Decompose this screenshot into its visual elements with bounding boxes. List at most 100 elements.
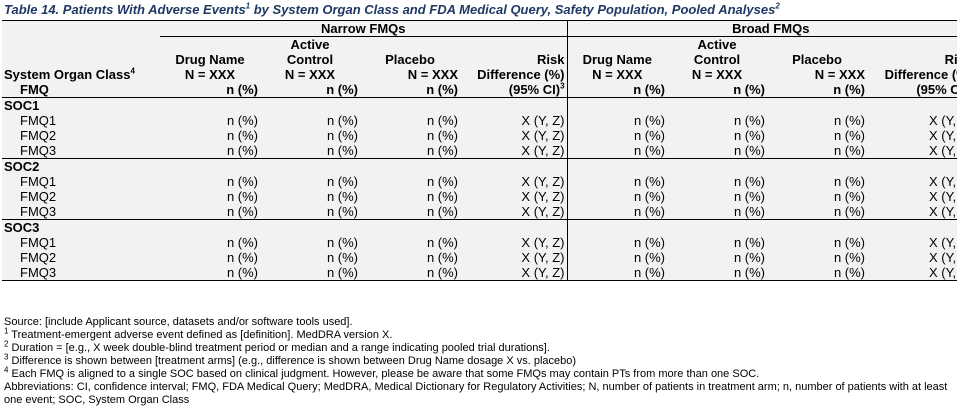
count-cell: n (%) <box>360 128 460 143</box>
soc-column-header: System Organ Class4 <box>2 67 160 82</box>
group-header-row: Narrow FMQs Broad FMQs <box>2 20 957 37</box>
fmq-label: FMQ1 <box>2 174 160 189</box>
soc-label: SOC3 <box>2 219 160 235</box>
fmq-column-header: FMQ <box>2 82 160 98</box>
fmq-label: FMQ1 <box>2 235 160 250</box>
count-cell: n (%) <box>667 143 768 159</box>
count-cell: n (%) <box>767 128 868 143</box>
count-cell: n (%) <box>566 174 668 189</box>
count-cell: n (%) <box>260 235 360 250</box>
count-cell: n (%) <box>566 204 668 220</box>
header-row-4: FMQ n (%) n (%) n (%) (95% CI)3 n (%) n … <box>2 82 957 98</box>
table-row: FMQ2 n (%) n (%) n (%) X (Y, Z) n (%) n (%) n (… <box>2 189 957 204</box>
fmq-label: FMQ2 <box>2 128 160 143</box>
count-cell: n (%) <box>160 235 260 250</box>
empty-cell <box>867 219 957 235</box>
n-header: N = XXX <box>566 67 668 82</box>
empty-cell <box>460 158 568 174</box>
empty-cell <box>767 219 868 235</box>
table-title: Table 14. Patients With Adverse Events1 … <box>4 1 780 17</box>
count-cell: n (%) <box>260 204 360 220</box>
n-header: N = XXX <box>360 67 460 82</box>
empty-cell <box>160 158 260 174</box>
empty-cell <box>160 219 260 235</box>
count-cell: n (%) <box>566 189 668 204</box>
table-row: FMQ1 n (%) n (%) n (%) X (Y, Z) n (%) n (%) n (… <box>2 113 957 128</box>
empty-cell <box>260 97 360 113</box>
table-row: FMQ1 n (%) n (%) n (%) X (Y, Z) n (%) n (%) n (… <box>2 235 957 250</box>
soc-label: SOC1 <box>2 97 160 113</box>
n-header: N = XXX <box>260 67 360 82</box>
risk-difference-cell: X (Y, Z) <box>460 189 568 204</box>
count-cell: n (%) <box>160 250 260 265</box>
empty-cell <box>566 97 668 113</box>
empty-cell <box>767 97 868 113</box>
count-cell: n (%) <box>667 204 768 220</box>
table-row: FMQ3 n (%) n (%) n (%) X (Y, Z) n (%) n (%) n (… <box>2 265 957 281</box>
count-cell: n (%) <box>160 174 260 189</box>
risk-header: Risk <box>460 52 568 67</box>
fmq-label: FMQ2 <box>2 250 160 265</box>
npct-header: n (%) <box>360 82 460 98</box>
empty-cell <box>360 158 460 174</box>
header-row-2: Drug Name Control Placebo Risk Drug Name… <box>2 52 957 67</box>
difference-header: Difference (%) <box>460 67 568 82</box>
npct-header: n (%) <box>566 82 668 98</box>
ci-header: (95% CI)3 <box>460 82 568 98</box>
count-cell: n (%) <box>260 143 360 159</box>
risk-header: Risk <box>867 52 957 67</box>
count-cell: n (%) <box>767 265 868 281</box>
table-row: FMQ3 n (%) n (%) n (%) X (Y, Z) n (%) n (%) n (… <box>2 204 957 220</box>
count-cell: n (%) <box>160 204 260 220</box>
count-cell: n (%) <box>260 265 360 281</box>
count-cell: n (%) <box>667 113 768 128</box>
empty-cell <box>360 97 460 113</box>
table-row: FMQ3 n (%) n (%) n (%) X (Y, Z) n (%) n (%) n (… <box>2 143 957 159</box>
narrow-fmqs-header: Narrow FMQs <box>160 20 568 37</box>
empty-cell <box>260 158 360 174</box>
empty-cell <box>667 158 768 174</box>
drug-name-header: Drug Name <box>160 52 260 67</box>
soc-row: SOC1 <box>2 97 957 113</box>
control-header: Control <box>260 52 360 67</box>
count-cell: n (%) <box>667 265 768 281</box>
footnotes: Source: [include Applicant source, datas… <box>4 316 954 407</box>
risk-difference-cell: X (Y, Z) <box>460 128 568 143</box>
npct-header: n (%) <box>767 82 868 98</box>
count-cell: n (%) <box>260 113 360 128</box>
risk-difference-cell: X (Y, Z) <box>460 174 568 189</box>
empty-cell <box>566 158 668 174</box>
count-cell: n (%) <box>566 235 668 250</box>
count-cell: n (%) <box>667 250 768 265</box>
abbreviations-note: Abbreviations: CI, confidence interval; … <box>4 381 948 406</box>
count-cell: n (%) <box>767 113 868 128</box>
empty-cell <box>767 158 868 174</box>
drug-name-header: Drug Name <box>566 52 668 67</box>
active-header: Active <box>667 36 768 52</box>
count-cell: n (%) <box>260 174 360 189</box>
count-cell: n (%) <box>566 265 668 281</box>
count-cell: n (%) <box>767 235 868 250</box>
risk-difference-cell: X (Y, Z) <box>867 204 957 220</box>
count-cell: n (%) <box>360 265 460 281</box>
count-cell: n (%) <box>667 128 768 143</box>
count-cell: n (%) <box>667 235 768 250</box>
n-header: N = XXX <box>160 67 260 82</box>
placebo-header: Placebo <box>360 52 460 67</box>
count-cell: n (%) <box>360 143 460 159</box>
risk-difference-cell: X (Y, Z) <box>460 204 568 220</box>
footnote-3: 3 Difference is shown between [treatment… <box>4 352 577 367</box>
n-header: N = XXX <box>667 67 768 82</box>
risk-difference-cell: X (Y, Z) <box>460 143 568 159</box>
adverse-events-table: Narrow FMQs Broad FMQs Active Active Dru… <box>2 20 957 281</box>
footnote-1: 1 Treatment-emergent adverse event defin… <box>4 326 393 341</box>
header-row-3: System Organ Class4 N = XXX N = XXX N = … <box>2 67 957 82</box>
count-cell: n (%) <box>160 143 260 159</box>
footnote-4: 4 Each FMQ is aligned to a single SOC ba… <box>4 365 760 380</box>
empty-cell <box>360 219 460 235</box>
empty-cell <box>260 219 360 235</box>
count-cell: n (%) <box>360 174 460 189</box>
risk-difference-cell: X (Y, Z) <box>460 265 568 281</box>
count-cell: n (%) <box>667 174 768 189</box>
